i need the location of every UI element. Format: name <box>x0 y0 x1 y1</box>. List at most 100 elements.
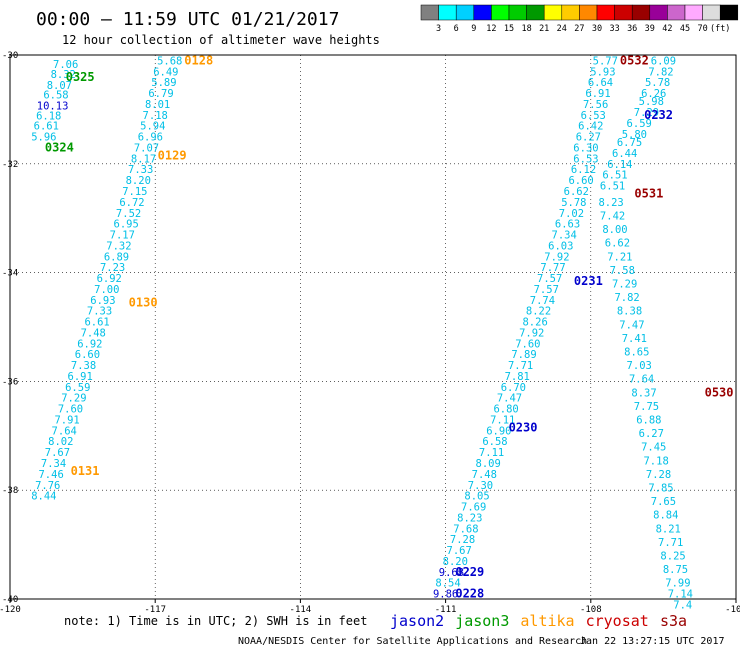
colorbar-swatch <box>473 4 492 21</box>
swh-value: 7.77 <box>540 262 565 274</box>
pass-time-label: 0232 <box>644 108 673 122</box>
swh-value: 7.76 <box>35 480 60 492</box>
swh-value: 7.29 <box>61 393 86 405</box>
swh-value: 8.75 <box>663 564 688 576</box>
swh-value: 7.03 <box>627 360 652 372</box>
colorbar-label: 27 <box>574 24 584 34</box>
colorbar-swatch <box>719 4 739 21</box>
swh-value: 6.60 <box>75 349 100 361</box>
swh-value: 6.63 <box>555 219 580 231</box>
colorbar-swatch <box>614 4 633 21</box>
swh-value: 7.30 <box>468 480 493 492</box>
swh-value: 7.29 <box>634 107 659 119</box>
swh-value: 6.80 <box>493 404 518 416</box>
colorbar-label: 70 <box>697 24 707 34</box>
swh-value: 7.28 <box>450 534 475 546</box>
swh-value: 7.32 <box>106 240 131 252</box>
pass-time-label: 0228 <box>455 587 484 601</box>
footer-credit: NOAA/NESDIS Center for Satellite Applica… <box>238 636 587 647</box>
pass-time-label: 0325 <box>66 70 95 84</box>
colorbar-swatch <box>702 4 721 21</box>
swh-value: 7.99 <box>665 578 690 590</box>
legend-cryosat: cryosat <box>586 612 649 630</box>
swh-value: 9.86 <box>433 589 458 601</box>
swh-value: 6.75 <box>617 137 642 149</box>
swh-value: 7.71 <box>508 360 533 372</box>
swh-value: 7.82 <box>648 66 673 78</box>
swh-value: 8.20 <box>443 556 468 568</box>
swh-value: 6.59 <box>627 118 652 130</box>
colorbar-label: 42 <box>662 24 672 34</box>
pass-time-label: 0131 <box>71 464 100 478</box>
colorbar-label: 15 <box>504 24 514 34</box>
swh-value: 8.20 <box>126 175 151 187</box>
pass-time-label: 0128 <box>184 53 213 67</box>
swh-value: 7.67 <box>447 545 472 557</box>
swh-value: 5.93 <box>590 66 615 78</box>
swh-value: 8.17 <box>131 153 156 165</box>
swh-value: 7.82 <box>614 292 639 304</box>
swh-value: 7.29 <box>612 278 637 290</box>
swh-value: 8.65 <box>624 346 649 358</box>
swh-value: 5.89 <box>151 77 176 89</box>
swh-value: 6.91 <box>68 371 93 383</box>
swh-value: 6.70 <box>501 382 526 394</box>
swh-value: 7.18 <box>643 455 668 467</box>
swh-value: 7.33 <box>128 164 153 176</box>
pass-time-label: 0532 <box>620 53 649 67</box>
swh-value: 7.21 <box>607 251 632 263</box>
x-tick-label: -111 <box>435 605 457 615</box>
swh-value: 8.32 <box>51 69 76 81</box>
y-tick-label: -34 <box>2 269 18 279</box>
swh-value: 6.12 <box>571 164 596 176</box>
swh-value: 6.58 <box>482 436 507 448</box>
swh-value: 9.68 <box>439 567 464 579</box>
y-tick-label: -36 <box>2 377 18 387</box>
swh-value: 7.47 <box>619 319 644 331</box>
colorbar-swatch <box>684 4 703 21</box>
colorbar-swatch <box>543 4 563 21</box>
swh-value: 7.56 <box>583 99 608 111</box>
x-tick-label: -120 <box>0 605 21 615</box>
swh-value: 7.11 <box>490 414 515 426</box>
swh-value: 7.60 <box>515 338 540 350</box>
colorbar-label: 9 <box>471 24 476 34</box>
swh-value: 6.90 <box>486 425 511 437</box>
y-tick-label: -40 <box>2 595 18 605</box>
swh-value: 7.58 <box>610 265 635 277</box>
legend-s3a: s3a <box>660 612 687 630</box>
swh-value: 6.58 <box>43 90 68 102</box>
colorbar-label: 39 <box>645 24 655 34</box>
footer-timestamp: Jan 22 13:27:15 UTC 2017 <box>580 636 725 647</box>
swh-value: 8.26 <box>522 317 547 329</box>
swh-value: 7.69 <box>461 502 486 514</box>
swh-value: 8.84 <box>653 510 678 522</box>
swh-value: 8.07 <box>47 80 72 92</box>
colorbar-swatch <box>491 4 510 21</box>
swh-value: 8.22 <box>526 306 551 318</box>
swh-value: 6.92 <box>97 273 122 285</box>
swh-value: 7.47 <box>497 393 522 405</box>
swh-value: 7.42 <box>600 210 625 222</box>
plot-frame <box>9 54 737 600</box>
swh-value: 6.79 <box>148 88 173 100</box>
swh-value: 6.91 <box>585 88 610 100</box>
colorbar-label: 3 <box>436 24 441 34</box>
swh-value: 7.14 <box>668 589 693 601</box>
swh-value: 8.23 <box>457 512 482 524</box>
swh-value: 7.64 <box>52 425 77 437</box>
swh-value: 6.93 <box>90 295 115 307</box>
swh-value: 7.46 <box>38 469 63 481</box>
pass-time-label: 0324 <box>45 140 74 154</box>
swh-value: 7.00 <box>94 284 119 296</box>
swh-value: 7.67 <box>45 447 70 459</box>
swh-value: 6.49 <box>153 66 178 78</box>
y-tick-label: -32 <box>2 160 18 170</box>
legend-jason3: jason3 <box>455 612 509 630</box>
swh-value: 7.07 <box>134 142 159 154</box>
colorbar-label: 12 <box>486 24 496 34</box>
swh-value: 6.53 <box>573 153 598 165</box>
colorbar-swatch <box>420 4 439 21</box>
pass-time-label: 0129 <box>158 149 187 163</box>
swh-value: 8.38 <box>617 306 642 318</box>
